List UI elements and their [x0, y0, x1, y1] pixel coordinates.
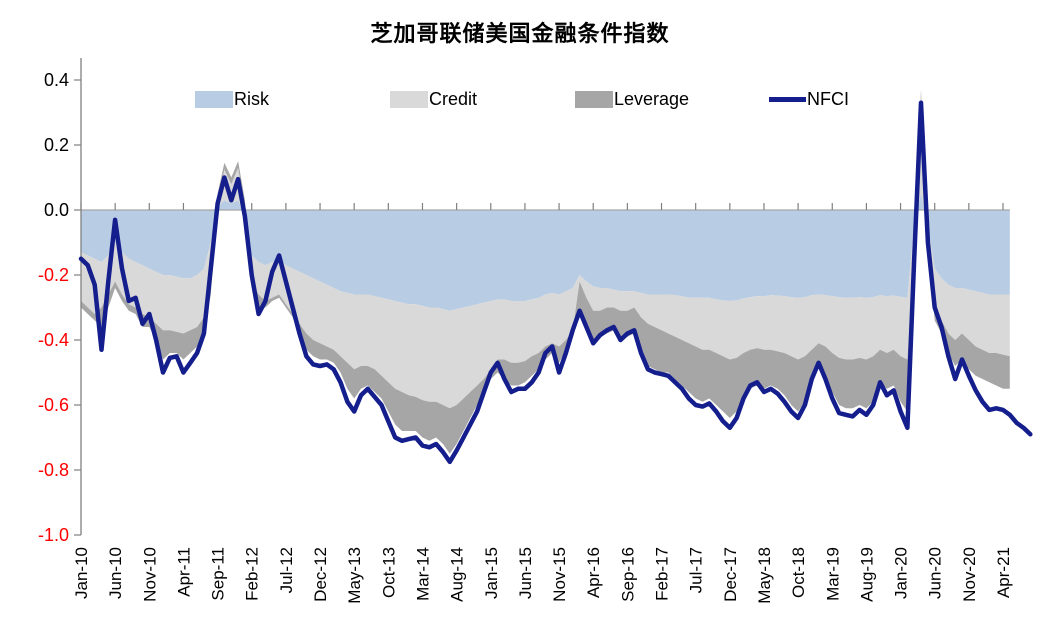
x-axis-label: Jan-20 — [892, 547, 911, 599]
y-axis-label: -0.8 — [38, 460, 69, 480]
legend-label-credit: Credit — [429, 88, 478, 109]
credit-area — [81, 96, 1010, 409]
y-axis-label: 0.4 — [44, 70, 69, 90]
chart-title: 芝加哥联储美国金融条件指数 — [370, 21, 670, 47]
legend-item-risk: Risk — [195, 89, 269, 109]
legend-label-risk: Risk — [234, 88, 269, 109]
x-axis-label: Dec-17 — [721, 547, 740, 602]
x-axis-label: Jun-20 — [926, 547, 945, 599]
credit-swatch-icon — [390, 90, 428, 108]
x-axis-label: Aug-19 — [857, 547, 876, 602]
x-axis-label: Nov-15 — [550, 547, 569, 602]
y-axis-label: -0.6 — [38, 395, 69, 415]
x-axis-label: Dec-12 — [311, 547, 330, 602]
risk-swatch-icon — [195, 90, 233, 108]
x-axis-label: Mar-14 — [413, 547, 432, 601]
y-axis-label: -0.2 — [38, 265, 69, 285]
y-axis-label: -1.0 — [38, 525, 69, 545]
risk-area — [81, 193, 1010, 311]
legend-item-credit: Credit — [390, 89, 477, 109]
leverage-swatch-icon — [575, 90, 613, 108]
x-axis-label: Nov-10 — [140, 547, 159, 602]
nfci-line — [78, 100, 1033, 465]
x-axis-label: Apr-16 — [584, 547, 603, 598]
x-axis-label: Jan-15 — [482, 547, 501, 599]
x-axis-label: Nov-20 — [960, 547, 979, 602]
x-axis-label: Mar-19 — [823, 547, 842, 601]
legend-label-leverage: Leverage — [614, 88, 690, 109]
x-axis-label: Feb-12 — [243, 547, 262, 601]
leverage-area — [81, 89, 1010, 454]
x-axis-label: Oct-18 — [789, 547, 808, 598]
x-axis-label: Aug-14 — [448, 547, 467, 602]
x-axis-label: Oct-13 — [379, 547, 398, 598]
y-axis-label: 0.2 — [44, 135, 69, 155]
x-axis-label: Jan-10 — [72, 547, 91, 599]
x-axis-label: Feb-17 — [653, 547, 672, 601]
x-axis-label: Jun-15 — [516, 547, 535, 599]
nfci-line-swatch-icon — [769, 96, 806, 102]
x-axis-label: Sep-16 — [618, 547, 637, 602]
x-axis-label: Sep-11 — [209, 547, 228, 601]
legend-item-nfci: NFCI — [769, 89, 849, 109]
y-axis-label: 0.0 — [44, 200, 69, 220]
x-axis-label: Apr-21 — [994, 547, 1013, 598]
x-axis-label: Jun-10 — [106, 547, 125, 599]
x-axis-label: May-13 — [345, 547, 364, 604]
x-axis-label: Jul-17 — [687, 547, 706, 593]
legend-item-leverage: Leverage — [575, 89, 689, 109]
x-axis-label: May-18 — [755, 547, 774, 604]
x-axis-label: Apr-11 — [174, 547, 193, 597]
y-axis-label: -0.4 — [38, 330, 69, 350]
x-axis-label: Jul-12 — [277, 547, 296, 593]
legend-label-nfci: NFCI — [807, 88, 849, 109]
